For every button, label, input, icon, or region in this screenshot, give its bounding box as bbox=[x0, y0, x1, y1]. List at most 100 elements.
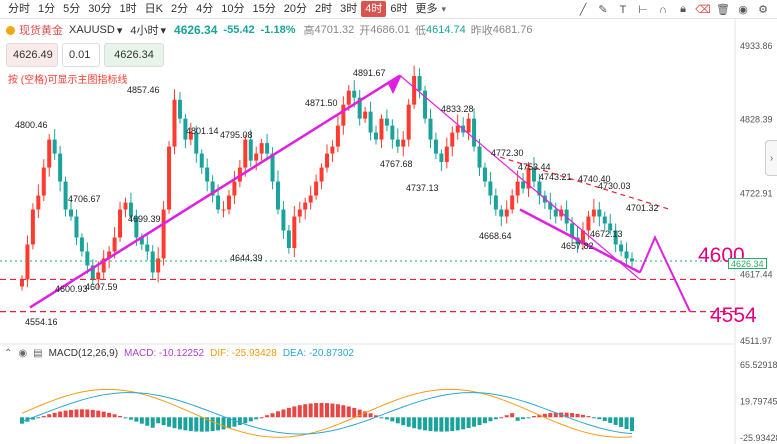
candle-body bbox=[395, 139, 400, 147]
macd-bar bbox=[493, 417, 498, 420]
timeframe-1[interactable]: 1分 bbox=[38, 3, 56, 15]
price-label-16: 4730.03 bbox=[598, 181, 631, 191]
macd-bar bbox=[281, 409, 286, 418]
candle-body bbox=[254, 153, 259, 161]
macd-bar bbox=[303, 404, 308, 418]
lock-icon[interactable]: 🔒︎ bbox=[680, 3, 686, 15]
macd-bar bbox=[330, 403, 335, 418]
prev-close-value: 4681.76 bbox=[492, 24, 533, 36]
macd-bar bbox=[439, 417, 444, 432]
timeframe-6[interactable]: 2分 bbox=[170, 3, 189, 15]
candle-body bbox=[472, 118, 477, 147]
timeframe-15[interactable]: 更多 bbox=[415, 3, 438, 15]
macd-bar bbox=[150, 417, 155, 428]
dif-value: DIF: -25.93428 bbox=[210, 348, 277, 359]
timeframe-3[interactable]: 30分 bbox=[88, 3, 112, 15]
price-label-7: 4871.50 bbox=[305, 98, 338, 108]
delete-icon[interactable]: 🗑︎ bbox=[716, 4, 730, 16]
chart-icon: ▤ bbox=[33, 348, 43, 359]
trade-panel: 4626.49 0.01 4626.34 bbox=[6, 43, 164, 67]
chevron-down-icon[interactable]: ▾ bbox=[116, 24, 123, 37]
timeframe-5[interactable]: 日K bbox=[144, 3, 163, 15]
high-label: 高 bbox=[303, 25, 315, 37]
macd-bar bbox=[363, 411, 368, 418]
candle-body bbox=[85, 251, 90, 266]
period-label[interactable]: 4小时 bbox=[130, 25, 159, 37]
candle-body bbox=[477, 146, 482, 168]
candle-body bbox=[553, 209, 558, 217]
macd-bar bbox=[248, 417, 253, 422]
settings-icon[interactable]: ⚙ bbox=[758, 4, 768, 16]
timeframe-13[interactable]: 4时 bbox=[361, 1, 387, 17]
candle-body bbox=[210, 181, 215, 196]
timeframe-4[interactable]: 1时 bbox=[119, 3, 137, 15]
macd-bar bbox=[390, 417, 395, 422]
candle-body bbox=[510, 195, 515, 210]
macd-bar bbox=[417, 417, 422, 430]
timeframe-8[interactable]: 10分 bbox=[221, 3, 245, 15]
ruler-icon[interactable]: ⊢ bbox=[638, 4, 648, 16]
candle-body bbox=[199, 153, 204, 168]
macd-title[interactable]: MACD(12,26,9) bbox=[48, 348, 119, 359]
timeframe-7[interactable]: 4分 bbox=[196, 3, 214, 15]
macd-bar bbox=[118, 415, 123, 418]
draw-line-icon[interactable]: ╱ bbox=[579, 4, 587, 16]
macd-bar bbox=[325, 403, 329, 418]
candle-body bbox=[167, 146, 172, 210]
macd-bar bbox=[194, 417, 199, 432]
sell-button[interactable]: 4626.49 bbox=[6, 43, 58, 67]
timeframe-12[interactable]: 3时 bbox=[340, 3, 358, 15]
price-axis-tick-0: 4933.86 bbox=[740, 41, 773, 51]
quantity-input[interactable]: 0.01 bbox=[62, 43, 100, 67]
timeframe-11[interactable]: 2时 bbox=[314, 3, 333, 15]
text-icon[interactable]: T bbox=[619, 3, 627, 16]
price-axis-tag2: 4617.44 bbox=[740, 269, 773, 279]
timeframe-2[interactable]: 5分 bbox=[63, 3, 81, 15]
price-axis-tick-3: 4511.97 bbox=[740, 336, 772, 346]
macd-bar bbox=[488, 417, 493, 422]
macd-bar bbox=[20, 417, 24, 424]
eye-icon[interactable]: ◉ bbox=[738, 4, 748, 16]
candle-body bbox=[20, 279, 24, 287]
chevron-down-icon[interactable]: ▾ bbox=[160, 24, 167, 37]
eraser-icon[interactable]: ⌫ bbox=[695, 4, 711, 16]
macd-bar bbox=[499, 417, 504, 419]
candle-body bbox=[570, 223, 575, 238]
macd-bar bbox=[41, 415, 46, 418]
timeframe-10[interactable]: 20分 bbox=[283, 3, 307, 15]
chevron-right-icon[interactable]: › bbox=[765, 140, 777, 176]
macd-bar bbox=[379, 417, 384, 419]
candle-body bbox=[341, 104, 346, 126]
timeframe-14[interactable]: 6时 bbox=[390, 3, 408, 15]
candle-body bbox=[123, 202, 128, 210]
macd-bar bbox=[591, 417, 596, 419]
instrument-name[interactable]: 现货黄金 bbox=[19, 25, 63, 37]
candle-body bbox=[428, 118, 433, 140]
price-label-21: 4600.93 bbox=[55, 284, 88, 294]
candle-body bbox=[58, 153, 63, 182]
candle-body bbox=[36, 195, 41, 210]
buy-button[interactable]: 4626.34 bbox=[104, 43, 164, 67]
macd-bar bbox=[47, 414, 52, 418]
candle-body bbox=[384, 118, 389, 126]
candle-body bbox=[101, 258, 106, 273]
indicator-hint: 按 (空格)可显示主图指标线 bbox=[8, 75, 128, 86]
uptrend-line bbox=[29, 74, 401, 309]
magnet-icon[interactable]: ∩ bbox=[659, 3, 667, 16]
chevron-down-icon[interactable]: ▾ bbox=[441, 3, 446, 14]
chevron-up-icon[interactable]: ⌃ bbox=[4, 348, 13, 359]
price-label-15: 4740.40 bbox=[578, 174, 611, 184]
macd-bar bbox=[221, 417, 226, 430]
eye-icon[interactable]: ◉ bbox=[18, 348, 28, 359]
price-label-4: 4801.14 bbox=[186, 126, 219, 136]
candle-body bbox=[275, 181, 280, 210]
timeframe-0[interactable]: 分时 bbox=[8, 3, 30, 15]
candle-body bbox=[374, 132, 379, 140]
candle-body bbox=[128, 202, 133, 217]
timeframe-9[interactable]: 15分 bbox=[252, 3, 276, 15]
arrow-head-icon bbox=[388, 74, 402, 95]
brush-icon[interactable]: ✎ bbox=[598, 4, 608, 16]
macd-bar bbox=[515, 417, 520, 421]
candle-body bbox=[417, 75, 422, 91]
